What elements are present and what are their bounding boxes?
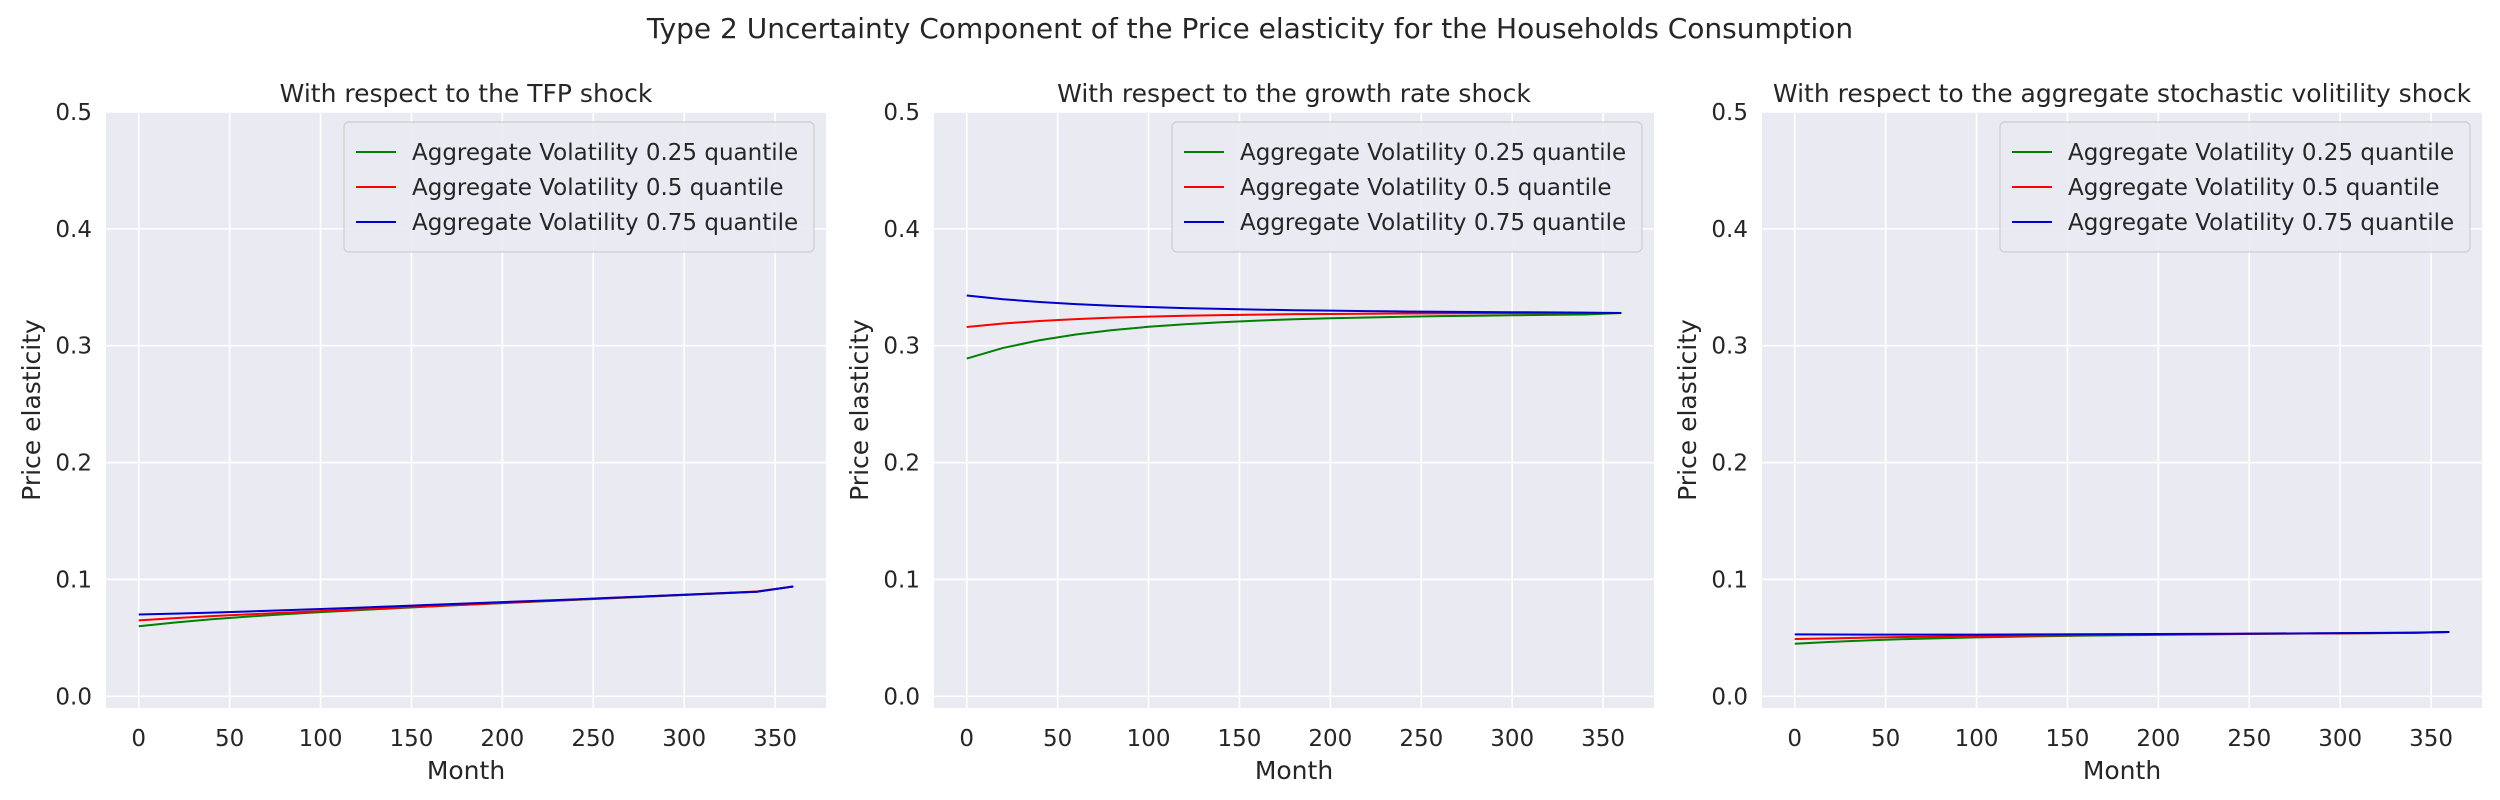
x-tick-label: 0	[959, 726, 974, 752]
legend-box	[343, 121, 815, 253]
chart-title: With respect to the aggregate stochastic…	[1773, 79, 2472, 108]
x-tick-label: 50	[215, 726, 244, 752]
x-tick-label: 200	[480, 726, 524, 752]
x-tick-label: 350	[2409, 726, 2453, 752]
legend-label: Aggregate Volatility 0.25 quantile	[412, 140, 798, 166]
y-tick-label: 0.1	[55, 567, 92, 593]
y-tick-label: 0.4	[55, 217, 92, 243]
x-tick-label: 150	[1218, 726, 1262, 752]
x-tick-label: 0	[1787, 726, 1802, 752]
x-tick-label: 50	[1043, 726, 1072, 752]
y-tick-label: 0.4	[1711, 217, 1748, 243]
legend-label: Aggregate Volatility 0.75 quantile	[1240, 210, 1626, 236]
y-axis-label: Price elasticity	[845, 319, 874, 501]
legend-label: Aggregate Volatility 0.25 quantile	[2068, 140, 2454, 166]
legend-label: Aggregate Volatility 0.25 quantile	[1240, 140, 1626, 166]
x-tick-label: 200	[2136, 726, 2180, 752]
x-tick-label: 350	[1581, 726, 1625, 752]
legend-box	[1171, 121, 1643, 253]
y-tick-label: 0.1	[1711, 567, 1748, 593]
y-tick-label: 0.1	[883, 567, 920, 593]
x-tick-label: 300	[1490, 726, 1534, 752]
chart-panel-3: 0 50 100 150 200 250 300 350 0.0 0.1 0.2 0.3 0.4 0.5 M…	[1673, 79, 2482, 785]
y-tick-label: 0.3	[883, 334, 920, 360]
x-tick-label: 100	[299, 726, 343, 752]
chart-panels: 0 50 100 150 200 250 300 350 0.0 0.1 0.2 0.3 0.4 0.5 M…	[17, 79, 2482, 785]
y-tick-label: 0.5	[1711, 100, 1748, 126]
x-tick-label: 200	[1308, 726, 1352, 752]
y-tick-label: 0.5	[883, 100, 920, 126]
x-tick-label: 0	[131, 726, 146, 752]
x-tick-label: 300	[2318, 726, 2362, 752]
x-axis-label: Month	[2083, 756, 2161, 785]
chart-panel-2: 0 50 100 150 200 250 300 350 0.0 0.1 0.2 0.3 0.4 0.5 M…	[845, 79, 1654, 785]
legend-label: Aggregate Volatility 0.5 quantile	[1240, 175, 1612, 201]
y-tick-label: 0.0	[1711, 684, 1748, 710]
x-tick-label: 100	[1955, 726, 1999, 752]
series-line-3	[966, 294, 1622, 314]
y-tick-label: 0.5	[55, 100, 92, 126]
y-tick-label: 0.2	[1711, 451, 1748, 477]
y-tick-label: 0.3	[1711, 334, 1748, 360]
x-tick-label: 250	[571, 726, 615, 752]
x-tick-label: 250	[2227, 726, 2271, 752]
chart-panel-1: 0 50 100 150 200 250 300 350 0.0 0.1 0.2 0.3 0.4 0.5 M…	[17, 79, 826, 785]
chart-title: With respect to the growth rate shock	[1057, 79, 1531, 108]
figure-suptitle: Type 2 Uncertainty Component of the Pric…	[646, 12, 1853, 45]
x-tick-label: 100	[1127, 726, 1171, 752]
series-line-1	[966, 312, 1622, 360]
x-tick-label: 150	[390, 726, 434, 752]
y-axis-label: Price elasticity	[17, 319, 46, 501]
y-axis-label: Price elasticity	[1673, 319, 1702, 501]
x-axis-label: Month	[427, 756, 505, 785]
y-tick-label: 0.2	[55, 451, 92, 477]
x-tick-label: 300	[662, 726, 706, 752]
legend-label: Aggregate Volatility 0.5 quantile	[412, 175, 784, 201]
legend-label: Aggregate Volatility 0.5 quantile	[2068, 175, 2440, 201]
x-axis-label: Month	[1255, 756, 1333, 785]
y-tick-label: 0.0	[883, 684, 920, 710]
y-tick-label: 0.3	[55, 334, 92, 360]
y-tick-label: 0.2	[883, 451, 920, 477]
legend-label: Aggregate Volatility 0.75 quantile	[2068, 210, 2454, 236]
legend-box	[1999, 121, 2471, 253]
legend-label: Aggregate Volatility 0.75 quantile	[412, 210, 798, 236]
x-tick-label: 250	[1399, 726, 1443, 752]
x-tick-label: 50	[1871, 726, 1900, 752]
series-line-3	[138, 585, 794, 616]
x-tick-label: 150	[2046, 726, 2090, 752]
series-line-3	[1794, 631, 2450, 636]
x-tick-label: 350	[753, 726, 797, 752]
y-tick-label: 0.0	[55, 684, 92, 710]
chart-title: With respect to the TFP shock	[280, 79, 653, 108]
y-tick-label: 0.4	[883, 217, 920, 243]
